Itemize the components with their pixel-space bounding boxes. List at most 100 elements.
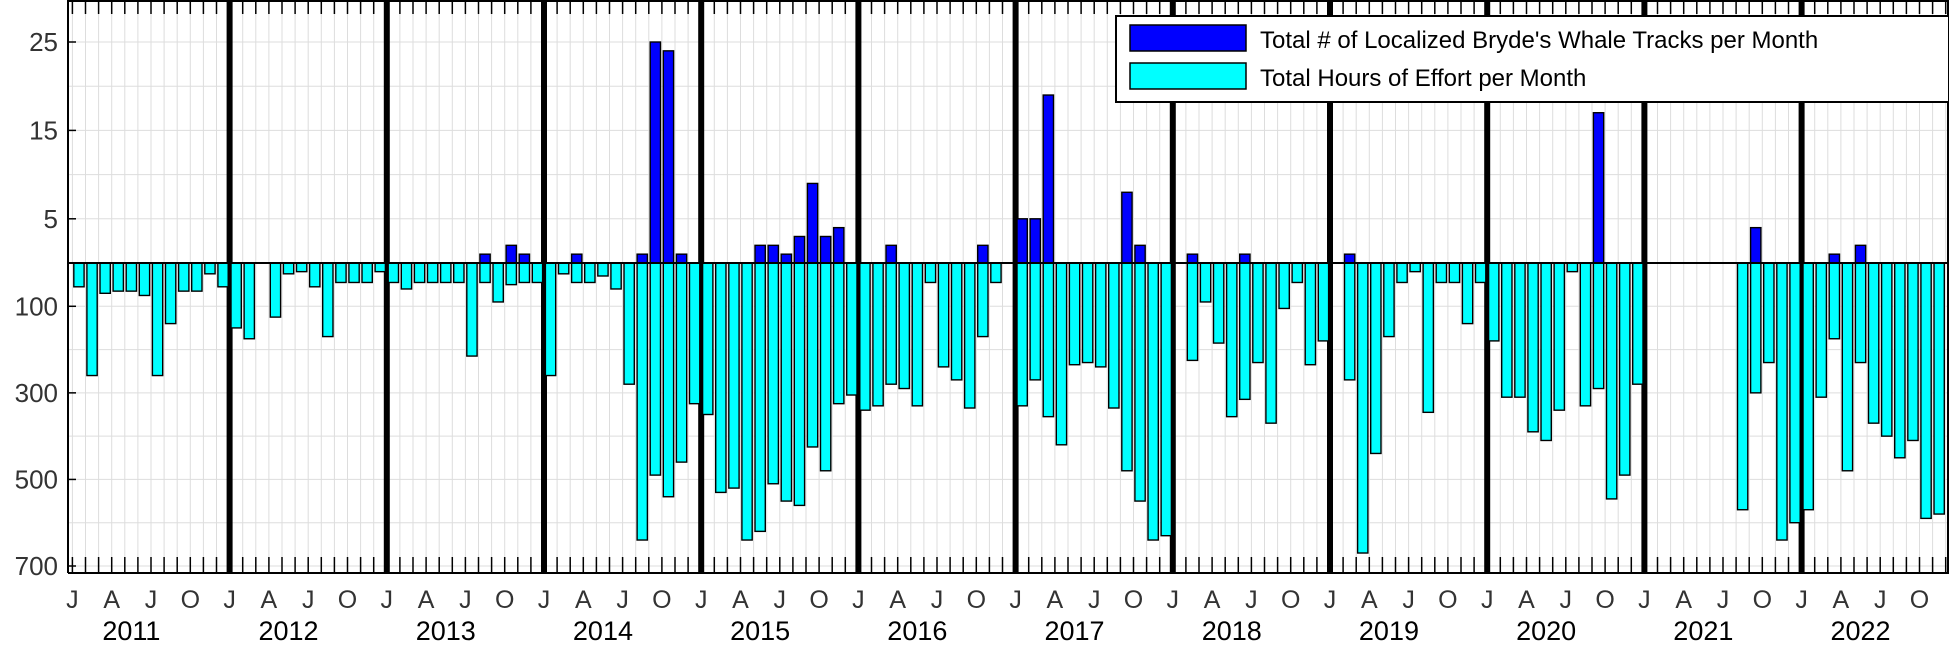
effort-bar (885, 262, 898, 385)
effort-bar (544, 262, 557, 377)
effort-bar (1789, 262, 1801, 524)
effort-bar (1828, 262, 1841, 340)
month-tick-label: J (774, 586, 787, 614)
effort-bar (754, 262, 767, 533)
effort-bar (439, 262, 452, 284)
effort-bar (1016, 262, 1029, 407)
effort-bar (295, 262, 308, 273)
effort-bar (728, 262, 740, 489)
year-label: 2017 (1045, 616, 1105, 646)
effort-bar (780, 262, 793, 502)
effort-bar (99, 262, 112, 294)
effort-bar (1356, 262, 1369, 554)
track-bar (1592, 112, 1605, 264)
effort-bar (1199, 262, 1212, 303)
y-tick-label: 5 (44, 204, 58, 234)
track-bar (977, 244, 989, 264)
year-label: 2012 (259, 616, 319, 646)
effort-bar (1369, 262, 1382, 455)
month-tick-label: J (145, 586, 158, 614)
effort-bar (230, 262, 243, 329)
effort-bar (610, 262, 622, 290)
month-tick-label: J (538, 586, 551, 614)
y-tick-label: 25 (29, 27, 58, 57)
effort-bar (1081, 262, 1094, 364)
y-tick-label: 15 (29, 115, 58, 145)
track-bar (675, 253, 688, 264)
effort-bar (859, 262, 871, 411)
effort-bar (1880, 262, 1893, 437)
month-tick-label: J (1009, 586, 1022, 614)
month-tick-label: O (1595, 586, 1614, 614)
effort-bar (387, 262, 400, 284)
effort-bar (112, 262, 125, 292)
effort-bar (1579, 262, 1592, 407)
effort-bar (1252, 262, 1264, 364)
effort-bar (662, 262, 675, 498)
effort-bar (1409, 262, 1422, 273)
effort-bar (479, 262, 491, 284)
legend: Total # of Localized Bryde's Whale Track… (1115, 15, 1949, 103)
effort-bar (86, 262, 98, 377)
track-bar (767, 244, 780, 264)
effort-bar (1265, 262, 1277, 424)
month-tick-label: J (1717, 586, 1730, 614)
effort-bar (1225, 262, 1238, 418)
effort-bar (374, 262, 387, 273)
y-tick-labels: 25 15 5 100 300 500 700 (15, 27, 58, 581)
track-bar (1749, 226, 1762, 264)
month-tick-label: J (1324, 586, 1337, 614)
effort-bar (466, 262, 478, 357)
effort-bar (1474, 262, 1487, 284)
year-label: 2019 (1359, 616, 1419, 646)
track-bar (1828, 253, 1841, 264)
effort-bar (518, 262, 531, 284)
year-label: 2018 (1202, 616, 1262, 646)
effort-bar (793, 262, 806, 507)
effort-bar (584, 262, 596, 284)
effort-bar (1278, 262, 1291, 310)
month-tick-label: A (1361, 586, 1378, 614)
effort-bar (1147, 262, 1160, 541)
month-tick-label: J (852, 586, 865, 614)
effort-bar (1383, 262, 1395, 338)
effort-bar (1107, 262, 1120, 409)
month-tick-label: J (1481, 586, 1494, 614)
effort-bar (623, 262, 636, 385)
effort-bar (1893, 262, 1906, 459)
track-bar (806, 182, 819, 264)
month-tick-label: O (1124, 586, 1143, 614)
month-tick-label: J (1638, 586, 1651, 614)
effort-bar (649, 262, 662, 476)
effort-bar (1540, 262, 1553, 442)
effort-bar (1527, 262, 1539, 433)
effort-bar (1435, 262, 1448, 284)
effort-bar (1304, 262, 1317, 366)
month-tick-label: A (1047, 586, 1064, 614)
track-bar (1343, 253, 1356, 264)
effort-bar (1920, 262, 1932, 520)
effort-bar (1094, 262, 1107, 368)
track-bar (1238, 253, 1251, 264)
effort-bar (322, 262, 334, 338)
effort-bar (990, 262, 1002, 284)
effort-bar (1566, 262, 1579, 273)
effort-bar (688, 262, 701, 405)
month-tick-label: J (223, 586, 236, 614)
month-tick-label: O (1753, 586, 1772, 614)
effort-bar (1802, 262, 1815, 511)
effort-bar (1186, 262, 1199, 362)
effort-bar (1042, 262, 1055, 418)
month-tick-label: A (1204, 586, 1221, 614)
effort-bar (1212, 262, 1225, 344)
effort-bar (1500, 262, 1513, 398)
effort-bar (675, 262, 688, 463)
effort-bar (741, 262, 753, 541)
year-label: 2016 (887, 616, 947, 646)
effort-bar (73, 262, 85, 288)
month-tick-label: O (1281, 586, 1300, 614)
month-tick-label: J (1088, 586, 1101, 614)
effort-bar (1553, 262, 1566, 411)
effort-bar (243, 262, 256, 340)
